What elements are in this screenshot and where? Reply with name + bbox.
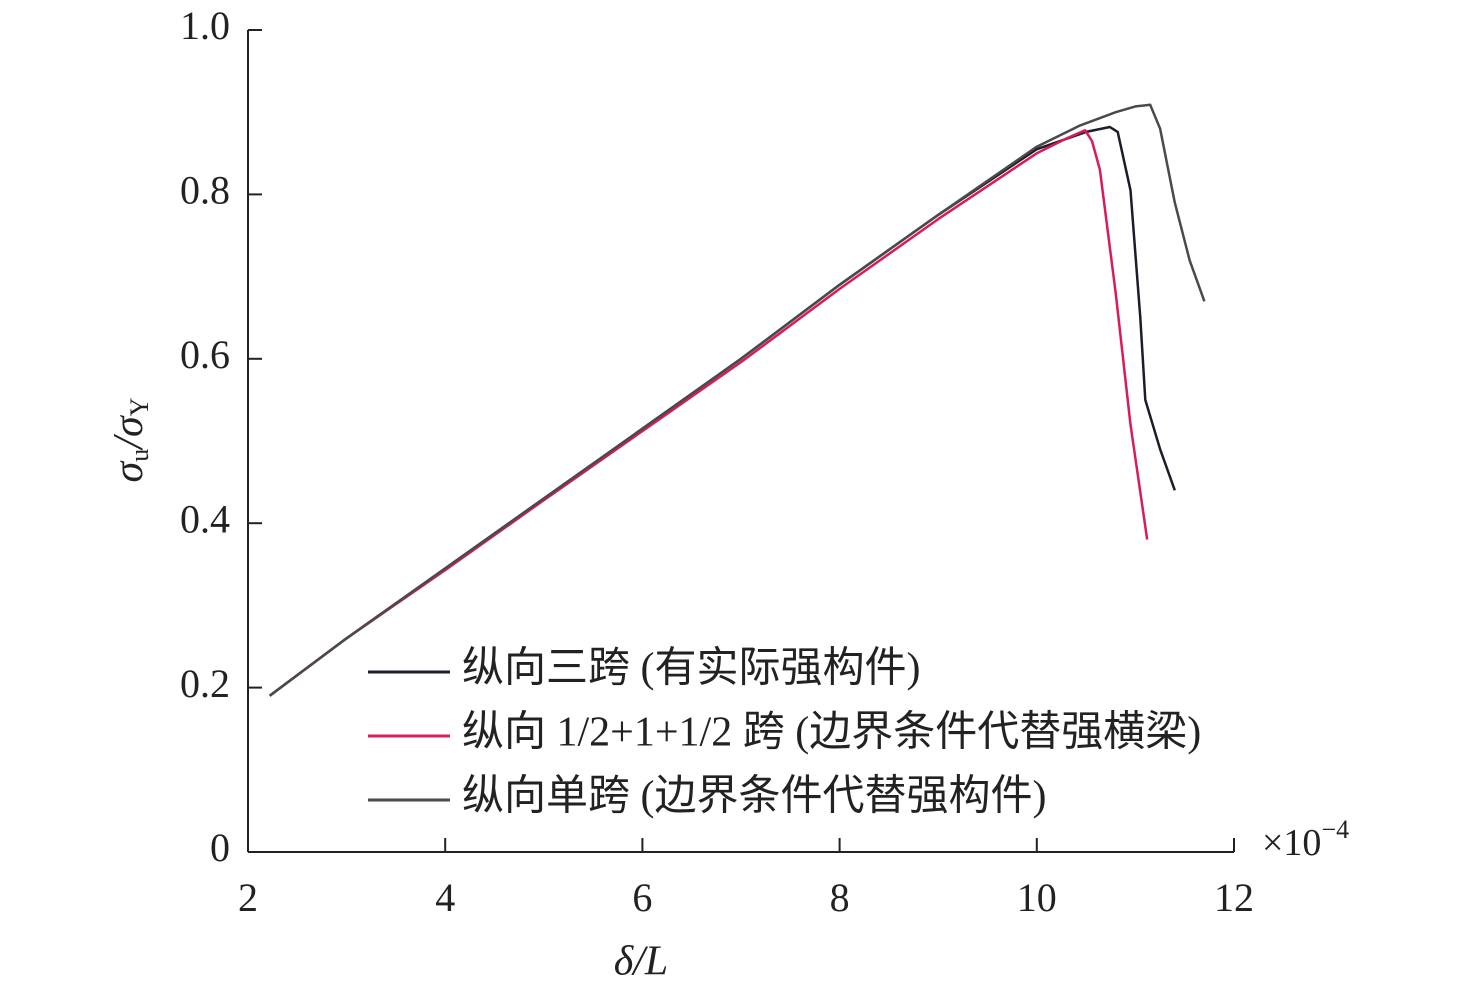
series-line (268, 129, 1149, 697)
x-tick-label: 2 (238, 875, 258, 920)
y-label-subscript: u (125, 449, 154, 462)
y-tick-label: 0.4 (180, 496, 230, 541)
x-multiplier-base: ×10 (1262, 822, 1321, 864)
y-axis-label: σu/σY (106, 397, 154, 482)
series-line (268, 103, 1206, 697)
legend-label: 纵向三跨 (有实际强构件) (462, 645, 920, 692)
x-tick-label: 10 (1017, 875, 1057, 920)
y-tick-label: 0.8 (180, 168, 230, 213)
x-tick-label: 12 (1214, 875, 1254, 920)
legend-label: 纵向单跨 (边界条件代替强构件) (462, 774, 1046, 820)
series-line (268, 125, 1176, 697)
y-tick-label: 0 (210, 825, 230, 870)
x-axis-label: δ/L (614, 939, 669, 985)
x-tick-label: 6 (632, 875, 652, 920)
x-tick-label: 8 (830, 875, 850, 920)
y-label-subscript: Y (125, 397, 154, 416)
legend-label: 纵向 1/2+1+1/2 跨 (边界条件代替强横梁) (462, 710, 1201, 756)
x-multiplier-exponent: −4 (1321, 815, 1349, 844)
y-label-symbol: σ (106, 459, 152, 482)
y-tick-label: 0.6 (180, 332, 230, 377)
y-label-symbol: /σ (106, 414, 152, 451)
y-tick-label: 0.2 (180, 661, 230, 706)
y-tick-label: 1.0 (180, 3, 230, 48)
x-multiplier: ×10−4 (1262, 815, 1349, 864)
x-tick-label: 4 (435, 875, 455, 920)
